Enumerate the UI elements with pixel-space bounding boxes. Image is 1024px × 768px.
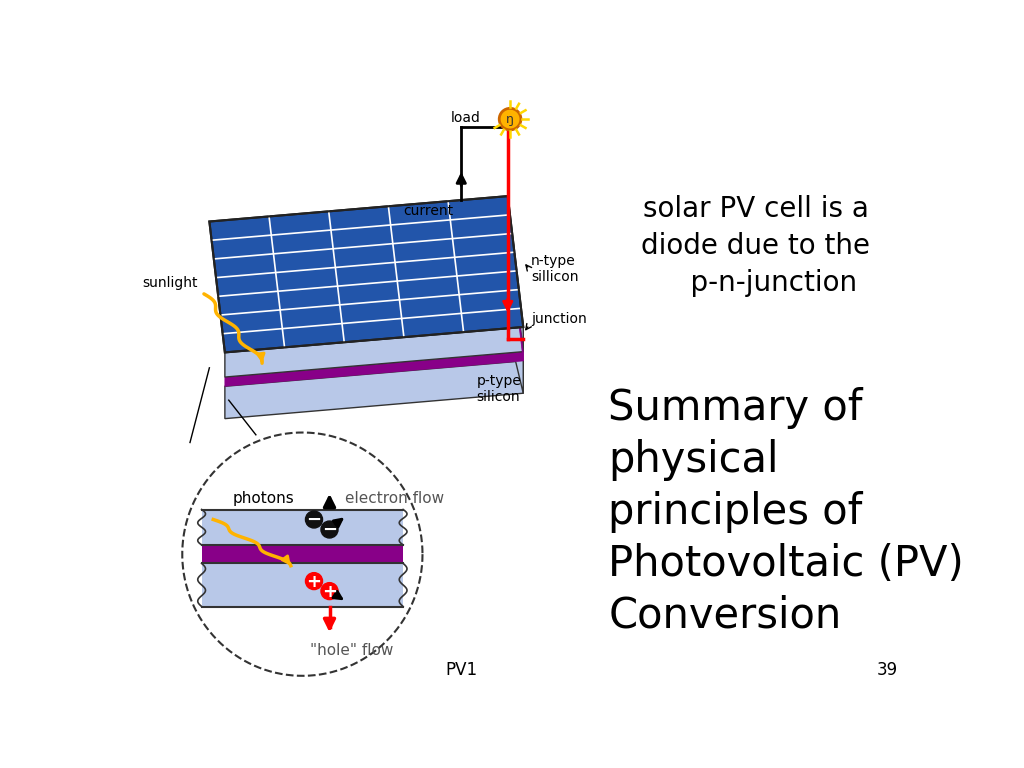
Text: Summary of
physical
principles of
Photovoltaic (PV)
Conversion: Summary of physical principles of Photov… — [608, 387, 965, 637]
Text: electron flow: electron flow — [345, 492, 444, 506]
Text: 39: 39 — [877, 660, 898, 679]
Polygon shape — [225, 352, 523, 386]
Polygon shape — [202, 564, 403, 607]
Polygon shape — [508, 296, 523, 393]
Text: solar PV cell is a
diode due to the
    p-n-junction: solar PV cell is a diode due to the p-n-… — [641, 195, 870, 297]
Circle shape — [321, 583, 338, 600]
Text: sunlight: sunlight — [142, 276, 198, 290]
Text: +: + — [322, 583, 337, 601]
Polygon shape — [225, 361, 523, 419]
Polygon shape — [202, 509, 403, 545]
Text: PV1: PV1 — [445, 660, 477, 679]
Polygon shape — [508, 220, 523, 361]
Circle shape — [500, 108, 521, 130]
Polygon shape — [202, 545, 403, 564]
Text: n-type
sillicon: n-type sillicon — [531, 254, 579, 284]
Text: −: − — [306, 511, 322, 529]
Text: −: − — [322, 521, 337, 539]
Circle shape — [321, 521, 338, 538]
Text: ŋ: ŋ — [506, 113, 514, 126]
Circle shape — [305, 573, 323, 590]
Text: photons: photons — [232, 492, 294, 506]
Text: "hole" flow: "hole" flow — [310, 643, 393, 658]
Text: +: + — [306, 573, 322, 591]
Polygon shape — [209, 196, 523, 353]
Text: junction: junction — [531, 313, 587, 326]
Text: load: load — [451, 111, 480, 124]
Text: p-type
silicon: p-type silicon — [477, 373, 521, 404]
Polygon shape — [508, 196, 523, 352]
Polygon shape — [508, 287, 523, 361]
Polygon shape — [225, 327, 523, 377]
Text: current: current — [403, 204, 454, 218]
Circle shape — [305, 511, 323, 528]
